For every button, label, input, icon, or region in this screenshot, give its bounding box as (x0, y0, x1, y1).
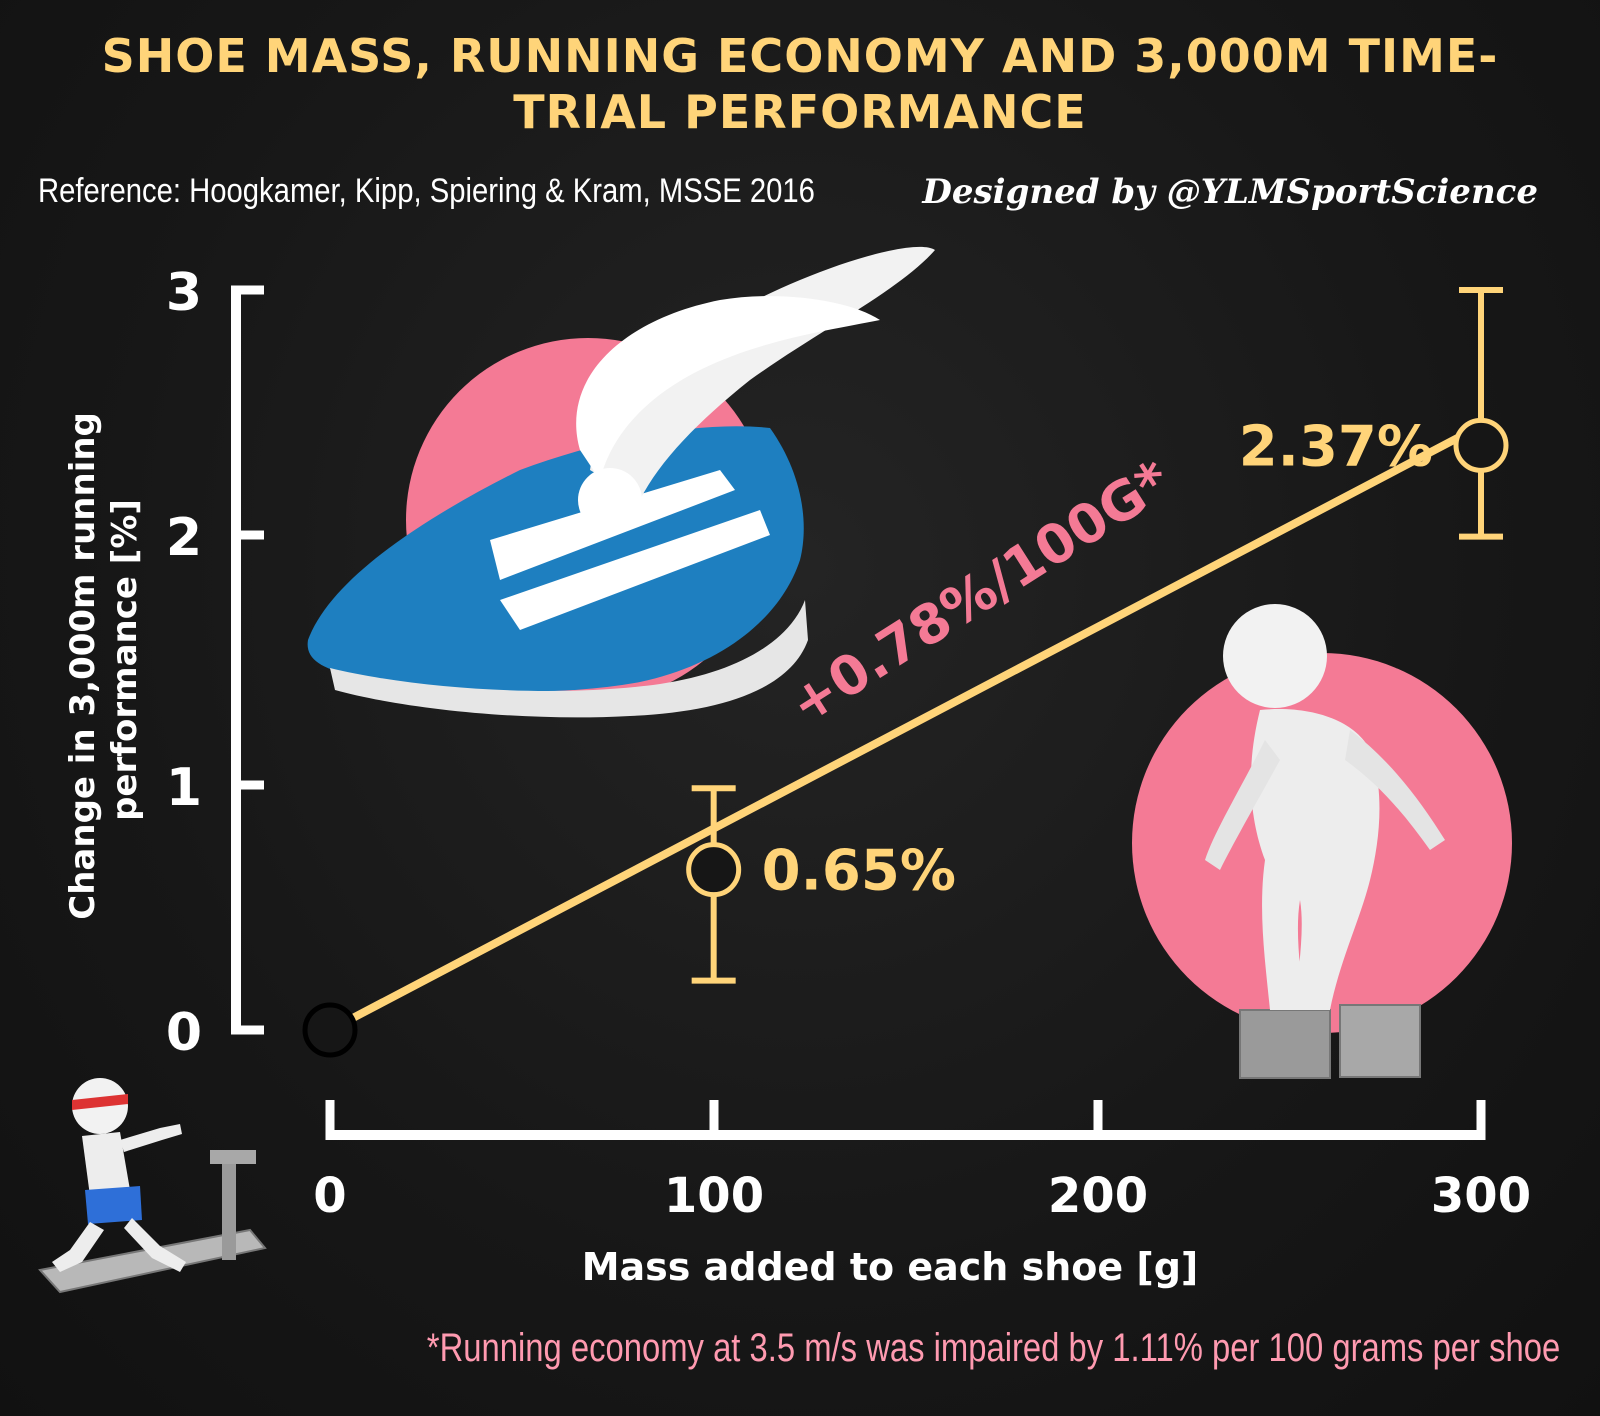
data-point-2 (1453, 417, 1509, 473)
x-axis-label: Mass added to each shoe [g] (582, 1245, 1199, 1289)
x-tick-label-300: 300 (1431, 1168, 1531, 1224)
y-axis-label-line2: performance [%] (105, 499, 145, 821)
data-point-0 (302, 1002, 358, 1058)
designer-credit: Designed by @YLMSportScience (922, 172, 1538, 212)
y-tick-label-0: 0 (166, 1003, 202, 1063)
slope-annotation: +0.78%/100G* (779, 448, 1182, 736)
data-point-1 (686, 842, 742, 898)
y-tick-label-2: 2 (166, 508, 202, 568)
data-points: 0.65% 2.37% (302, 287, 1509, 1058)
y-axis-label: Change in 3,000m running performance [%] (63, 400, 145, 919)
y-axis-label-line1: Change in 3,000m running (63, 412, 103, 920)
reference-text: Reference: Hoogkamer, Kipp, Spiering & K… (38, 172, 815, 210)
chart-title: SHOE MASS, RUNNING ECONOMY AND 3,000M TI… (101, 29, 1499, 139)
x-tick-label-0: 0 (313, 1168, 346, 1224)
y-tick-label-3: 3 (166, 263, 202, 323)
data-label-1: 0.65% (762, 839, 956, 904)
x-tick-label-100: 100 (664, 1168, 764, 1224)
trend-line (328, 422, 1483, 1034)
x-tick-label-200: 200 (1048, 1168, 1148, 1224)
person-on-blocks-icon (1205, 604, 1445, 1079)
footnote: *Running economy at 3.5 m/s was impaired… (426, 1326, 1560, 1370)
treadmill-runner-icon (38, 1078, 267, 1294)
y-axis (231, 285, 264, 1035)
y-tick-label-1: 1 (166, 758, 202, 818)
x-axis (325, 1100, 1486, 1140)
winged-shoe-icon (307, 246, 935, 718)
data-label-2: 2.37% (1239, 414, 1433, 479)
